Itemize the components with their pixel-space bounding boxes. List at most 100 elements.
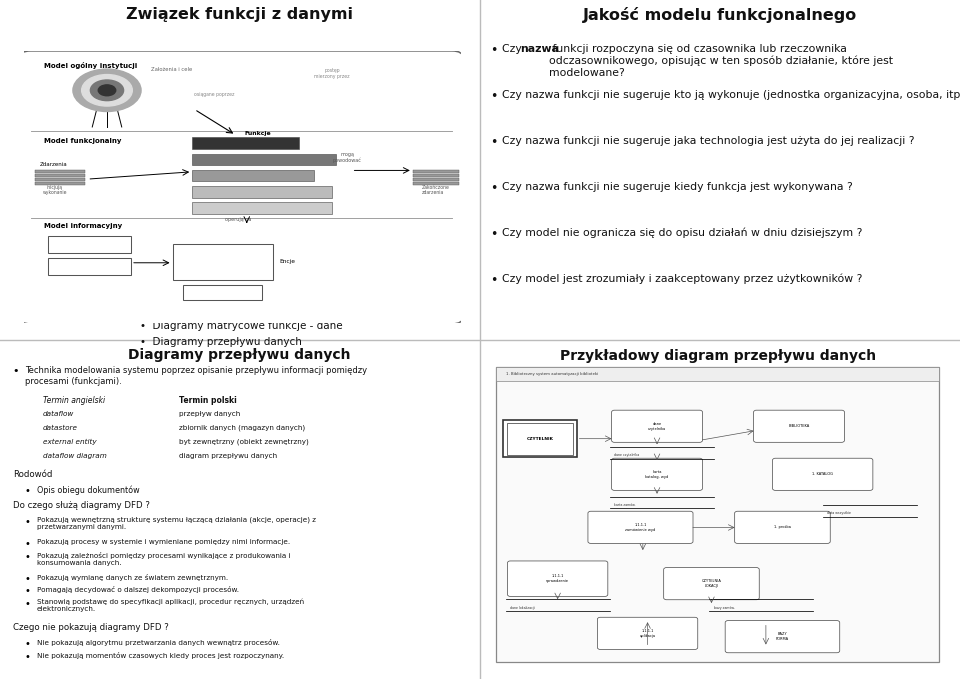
Text: Encje: Encje	[279, 259, 296, 264]
Bar	[503, 420, 577, 457]
Text: Stanowią podstawę do specyfikacji aplikacji, procedur ręcznych, urządzeń
elektro: Stanowią podstawę do specyfikacji aplika…	[36, 599, 303, 612]
FancyBboxPatch shape	[612, 458, 703, 490]
Text: •: •	[490, 136, 497, 149]
Bar	[192, 170, 315, 181]
Text: •: •	[25, 639, 31, 649]
Bar	[35, 170, 85, 173]
Text: BAZY
FORMA: BAZY FORMA	[776, 632, 789, 641]
Text: •: •	[490, 182, 497, 195]
Text: Czy model nie ogranicza się do opisu działań w dniu dzisiejszym ?: Czy model nie ogranicza się do opisu dzi…	[502, 228, 862, 238]
Text: Technika modelowania systemu poprzez opisanie przepływu informacji pomiędzy
proc: Technika modelowania systemu poprzez opi…	[25, 367, 367, 386]
Text: 1. Biblioteczny system automatyzacji biblioteki: 1. Biblioteczny system automatyzacji bib…	[506, 372, 598, 376]
Circle shape	[73, 69, 141, 111]
Text: przepływ danych: przepływ danych	[180, 411, 241, 416]
Text: dataflow diagram: dataflow diagram	[42, 453, 107, 459]
FancyBboxPatch shape	[663, 568, 759, 600]
Text: •: •	[490, 274, 497, 287]
Text: •  Diagramy przepływu danych: • Diagramy przepływu danych	[140, 337, 301, 347]
Text: 1.1.1.1
sprawdzenie: 1.1.1.1 sprawdzenie	[546, 574, 569, 583]
Text: Zdarzenia: Zdarzenia	[39, 162, 67, 167]
Text: data wszystkie: data wszystkie	[828, 511, 852, 515]
Text: byt zewnętrzny (obiekt zewnętrzny): byt zewnętrzny (obiekt zewnętrzny)	[180, 439, 309, 445]
Text: nazwa: nazwa	[520, 44, 559, 54]
Text: 1.1.1.1
aplikacja: 1.1.1.1 aplikacja	[639, 629, 656, 638]
FancyBboxPatch shape	[734, 511, 830, 543]
Text: Model informacyjny: Model informacyjny	[43, 223, 122, 230]
FancyBboxPatch shape	[19, 51, 463, 324]
Text: Czy nazwa funkcji nie sugeruje kto ją wykonuje (jednostka organizacyjna, osoba, : Czy nazwa funkcji nie sugeruje kto ją wy…	[502, 90, 960, 100]
Text: dane czytelnika: dane czytelnika	[614, 454, 639, 457]
FancyBboxPatch shape	[588, 511, 693, 543]
Text: Czy model jest zrozumiały i zaakceptowany przez użytkowników ?: Czy model jest zrozumiały i zaakceptowan…	[502, 274, 862, 285]
Text: Czy nazwa funkcji nie sugeruje jaka technologia jest użyta do jej realizacji ?: Czy nazwa funkcji nie sugeruje jaka tech…	[502, 136, 915, 146]
Text: •: •	[25, 539, 31, 549]
Text: 1.1.1.1
zamówienie wyd: 1.1.1.1 zamówienie wyd	[625, 523, 656, 532]
Text: •: •	[25, 652, 31, 661]
Text: Opis obiegu dokumentów: Opis obiegu dokumentów	[36, 486, 139, 496]
Text: CZYTELNIA
LOKACJI: CZYTELNIA LOKACJI	[702, 579, 721, 588]
Text: zbiornik danych (magazyn danych): zbiornik danych (magazyn danych)	[180, 424, 305, 431]
Text: Czego nie pokazują diagramy DFD ?: Czego nie pokazują diagramy DFD ?	[12, 623, 169, 632]
Text: •: •	[25, 574, 31, 584]
Bar	[48, 236, 131, 253]
Text: Funkcje: Funkcje	[245, 131, 272, 136]
Text: •: •	[490, 90, 497, 103]
Text: Diagramy przepływu danych: Diagramy przepływu danych	[128, 348, 350, 363]
Text: Nie pokazują momentów czasowych kiedy proces jest rozpoczynany.: Nie pokazują momentów czasowych kiedy pr…	[36, 652, 284, 659]
FancyBboxPatch shape	[725, 621, 840, 653]
Bar	[173, 244, 273, 280]
Bar	[35, 182, 85, 185]
Bar	[496, 367, 939, 662]
Bar	[192, 137, 300, 149]
Text: operują na: operują na	[225, 217, 252, 222]
Text: Zakończone
zdarzenia: Zakończone zdarzenia	[421, 185, 449, 196]
Bar	[496, 367, 939, 381]
Circle shape	[82, 75, 132, 106]
Text: external entity: external entity	[42, 439, 96, 445]
Text: diagram przepływu danych: diagram przepływu danych	[180, 453, 277, 459]
Text: karta zamów.: karta zamów.	[614, 503, 636, 507]
Bar	[35, 174, 85, 177]
Bar	[413, 182, 459, 185]
Text: •  Diagramy matrycowe funkcje - dane: • Diagramy matrycowe funkcje - dane	[140, 321, 343, 331]
Bar	[35, 178, 85, 181]
Bar	[413, 178, 459, 181]
FancyBboxPatch shape	[754, 410, 845, 442]
Text: inicjują
wykonanie: inicjują wykonanie	[42, 185, 67, 196]
Text: Założenia i cele: Założenia i cele	[151, 67, 192, 72]
Text: Rodowód: Rodowód	[12, 470, 52, 479]
Text: Pokazują wewnętrzną strukturę systemu łączącą działania (akcje, operacje) z
prze: Pokazują wewnętrzną strukturę systemu łą…	[36, 517, 316, 530]
Text: Termin polski: Termin polski	[180, 397, 237, 405]
Text: Model funkcjonalny: Model funkcjonalny	[43, 138, 121, 144]
Bar	[413, 170, 459, 173]
Text: Przykładowy diagram przepływu danych: Przykładowy diagram przepływu danych	[561, 349, 876, 363]
Text: bazy zamów.: bazy zamów.	[714, 606, 734, 610]
Bar	[183, 285, 262, 300]
Text: Czy nazwa funkcji nie sugeruje kiedy funkcja jest wykonywana ?: Czy nazwa funkcji nie sugeruje kiedy fun…	[502, 182, 852, 192]
Text: •: •	[25, 599, 31, 609]
Text: 1. prośba: 1. prośba	[774, 526, 791, 530]
Text: •: •	[25, 551, 31, 562]
Text: •: •	[490, 44, 497, 57]
Text: osiągane poprzez: osiągane poprzez	[194, 92, 235, 96]
Text: •: •	[490, 228, 497, 241]
Text: •: •	[12, 367, 19, 376]
Text: 1. KATALOG: 1. KATALOG	[812, 473, 833, 476]
Bar	[192, 202, 332, 214]
Text: Jakość modelu funkcjonalnego: Jakość modelu funkcjonalnego	[583, 7, 857, 23]
Text: Nie pokazują algorytmu przetwarzania danych wewnątrz procesów.: Nie pokazują algorytmu przetwarzania dan…	[36, 639, 279, 646]
Text: Pokazują wymianę danych ze światem zewnętrznym.: Pokazują wymianę danych ze światem zewnę…	[36, 574, 228, 581]
Circle shape	[90, 80, 124, 100]
Text: Do czego służą diagramy DFD ?: Do czego służą diagramy DFD ?	[12, 501, 150, 510]
Text: mogą
powodować: mogą powodować	[333, 152, 362, 163]
FancyBboxPatch shape	[508, 561, 608, 596]
Text: datastore: datastore	[42, 424, 78, 430]
Text: karta
katalog. wyd: karta katalog. wyd	[645, 470, 669, 479]
Text: Termin angielski: Termin angielski	[42, 397, 105, 405]
FancyBboxPatch shape	[612, 410, 703, 442]
Text: •: •	[25, 517, 31, 527]
Text: Model ogólny instytucji: Model ogólny instytucji	[43, 62, 137, 69]
Text: •: •	[25, 586, 31, 596]
Bar	[507, 423, 573, 455]
Circle shape	[98, 85, 116, 96]
